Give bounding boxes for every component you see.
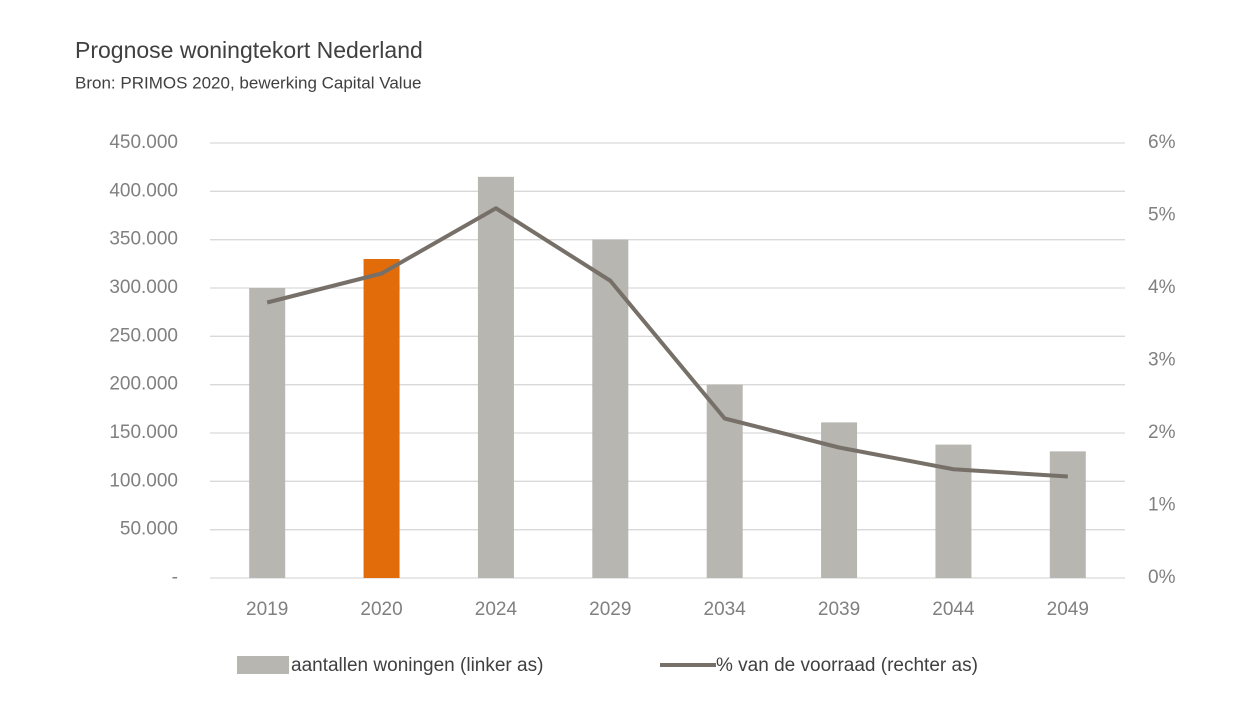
y2-tick-label: 3% [1148, 350, 1176, 371]
chart-subtitle: Bron: PRIMOS 2020, bewerking Capital Val… [75, 73, 421, 92]
y-tick-label: 350.000 [109, 229, 178, 250]
bar [363, 259, 400, 578]
bar [935, 444, 972, 578]
line [266, 206, 1068, 479]
x-tick-label: 2049 [1047, 599, 1089, 620]
y-tick-label: 150.000 [109, 422, 178, 443]
y-tick-label: - [172, 567, 178, 588]
bar [706, 384, 743, 578]
y2-tick-label: 6% [1148, 132, 1176, 153]
chart-title: Prognose woningtekort Nederland [75, 37, 423, 63]
y-tick-label: 50.000 [120, 519, 178, 540]
y-tick-label: 400.000 [109, 180, 178, 201]
y2-tick-label: 2% [1148, 422, 1176, 443]
y-tick-label: 300.000 [109, 277, 178, 298]
bar [249, 288, 286, 578]
y2-tick-label: 5% [1148, 205, 1176, 226]
bar [477, 176, 514, 579]
bar [592, 239, 629, 578]
x-tick-label: 2044 [932, 599, 975, 620]
x-tick-label: 2039 [818, 599, 860, 620]
x-tick-label: 2024 [475, 599, 518, 620]
y-tick-label: 450.000 [109, 132, 178, 153]
y2-tick-label: 0% [1148, 567, 1176, 588]
y2-tick-label: 1% [1148, 495, 1176, 516]
x-tick-label: 2029 [589, 599, 631, 620]
y-tick-label: 100.000 [109, 470, 178, 491]
y2-tick-label: 4% [1148, 277, 1176, 298]
y-tick-label: 250.000 [109, 325, 178, 346]
legend-label: % van de voorraad (rechter as) [716, 655, 978, 676]
x-tick-label: 2019 [246, 599, 288, 620]
bar [1049, 451, 1086, 578]
legend-swatch [237, 656, 289, 674]
x-tick-label: 2034 [704, 599, 747, 620]
y-tick-label: 200.000 [109, 374, 178, 395]
legend-label: aantallen woningen (linker as) [291, 655, 543, 676]
x-tick-label: 2020 [360, 599, 402, 620]
